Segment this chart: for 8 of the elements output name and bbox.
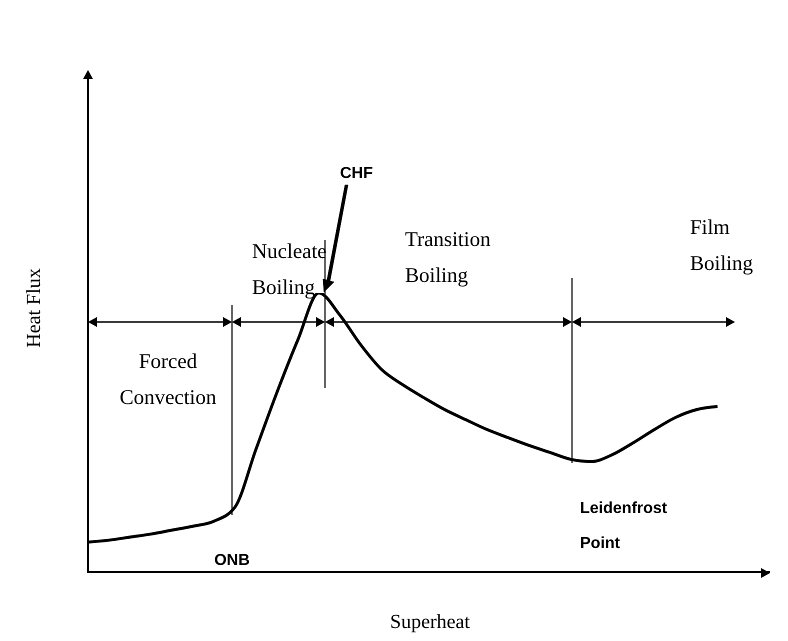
text: Film Boiling <box>690 215 754 275</box>
annotation: Forced Convection <box>120 349 217 409</box>
annotation: ONB <box>214 552 250 569</box>
text: CHF <box>340 165 374 182</box>
y-axis-title: Heat Flux <box>23 268 45 348</box>
x-axis-title: Superheat <box>390 611 470 633</box>
text: Transition Boiling <box>405 227 492 287</box>
annotation: Leidenfrost Point <box>580 500 668 552</box>
